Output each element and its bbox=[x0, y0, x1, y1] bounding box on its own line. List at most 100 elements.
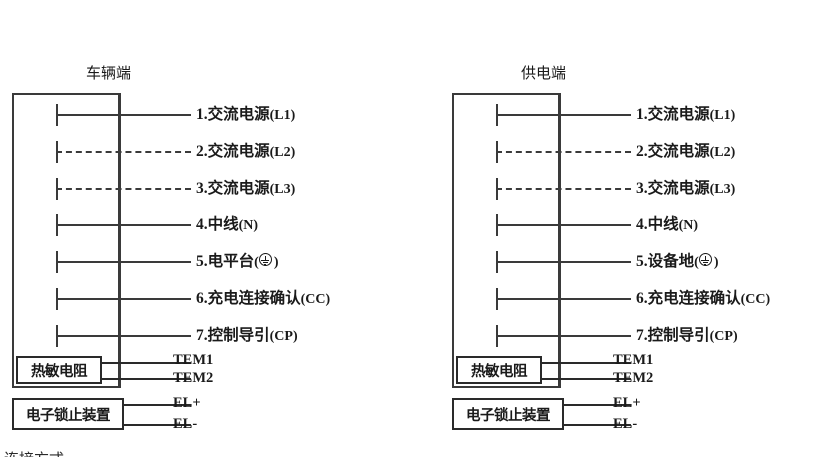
pin-wire bbox=[496, 335, 631, 337]
pin-name: 充电连接确认 bbox=[647, 290, 741, 307]
component-lead bbox=[101, 362, 191, 364]
pin-wire bbox=[56, 335, 191, 337]
pin-suffix: (CP) bbox=[709, 329, 738, 344]
pin-label: 4.中线(N) bbox=[196, 217, 258, 233]
pin-wire bbox=[496, 298, 631, 300]
pin-row bbox=[56, 104, 191, 126]
component-thermistor: 热敏电阻 bbox=[16, 356, 102, 384]
pin-suffix: (CC) bbox=[300, 292, 331, 307]
pin-index: 4. bbox=[196, 216, 208, 233]
pin-row bbox=[496, 288, 631, 310]
terminal-label: TEM2 bbox=[173, 370, 214, 386]
pin-suffix: (L3) bbox=[269, 182, 296, 197]
terminal-label: TEM1 bbox=[173, 352, 214, 368]
component-label: 热敏电阻 bbox=[471, 363, 528, 380]
pin-row bbox=[496, 141, 631, 163]
earth-ground-icon bbox=[698, 253, 714, 268]
pin-name: 中线 bbox=[207, 216, 239, 233]
pin-index: 3. bbox=[636, 180, 648, 197]
pin-label: 4.中线(N) bbox=[636, 217, 698, 233]
pin-suffix: (L3) bbox=[709, 182, 736, 197]
pin-suffix: (L2) bbox=[709, 145, 736, 160]
pin-index: 2. bbox=[636, 143, 648, 160]
pin-row bbox=[56, 325, 191, 347]
component-lead bbox=[541, 362, 631, 364]
terminal-label: EL- bbox=[173, 416, 198, 432]
pin-row bbox=[496, 325, 631, 347]
pin-label: 3.交流电源(L3) bbox=[636, 181, 735, 197]
connector-title-vehicle: 车辆端 bbox=[86, 64, 132, 82]
pin-index: 1. bbox=[196, 106, 208, 123]
pin-index: 4. bbox=[636, 216, 648, 233]
pin-name: 交流电源 bbox=[647, 143, 710, 160]
pin-label: 1.交流电源(L1) bbox=[636, 107, 735, 123]
connector-divider-supply bbox=[559, 93, 561, 388]
pin-name: 交流电源 bbox=[207, 106, 270, 123]
pin-wire bbox=[496, 188, 631, 190]
pin-name: 控制导引 bbox=[647, 327, 710, 344]
pin-suffix: (L2) bbox=[269, 145, 296, 160]
component-lead bbox=[541, 378, 631, 380]
connector-diagram-vehicle: 车辆端 1.交流电源(L1) 2.交流电源(L2) 3.交流电源(L3) bbox=[0, 0, 410, 457]
pin-name: 交流电源 bbox=[207, 143, 270, 160]
connector-diagram-supply: 供电端 1.交流电源(L1) 2.交流电源(L2) 3.交流电源(L3) bbox=[440, 0, 820, 450]
earth-ground-icon bbox=[258, 253, 274, 268]
connector-divider-vehicle bbox=[119, 93, 121, 388]
connector-title-supply: 供电端 bbox=[521, 64, 567, 82]
cropped-caption-fragment: 连接方式 bbox=[4, 448, 64, 457]
pin-name: 中线 bbox=[647, 216, 679, 233]
pin-wire bbox=[56, 188, 191, 190]
pin-label: 5.电平台() bbox=[196, 253, 279, 270]
component-label: 电子锁止装置 bbox=[466, 407, 551, 424]
terminal-label: TEM1 bbox=[613, 352, 654, 368]
pin-index: 7. bbox=[636, 327, 648, 344]
pin-index: 5. bbox=[196, 253, 208, 270]
component-lead bbox=[563, 404, 631, 406]
pin-row bbox=[56, 288, 191, 310]
pin-row bbox=[56, 251, 191, 273]
pin-label: 6.充电连接确认(CC) bbox=[636, 291, 770, 307]
pin-label: 1.交流电源(L1) bbox=[196, 107, 295, 123]
component-lead bbox=[123, 424, 191, 426]
pin-row bbox=[496, 251, 631, 273]
component-electronic-lock: 电子锁止装置 bbox=[12, 398, 124, 430]
component-lead bbox=[563, 424, 631, 426]
component-label: 电子锁止装置 bbox=[26, 407, 111, 424]
pin-name: 交流电源 bbox=[647, 180, 710, 197]
pin-name: 交流电源 bbox=[647, 106, 710, 123]
pin-wire bbox=[56, 151, 191, 153]
pin-suffix: (L1) bbox=[269, 108, 296, 123]
terminal-label: EL- bbox=[613, 416, 638, 432]
pin-name: 充电连接确认 bbox=[207, 290, 301, 307]
pin-index: 6. bbox=[636, 290, 648, 307]
pin-index: 3. bbox=[196, 180, 208, 197]
pin-wire bbox=[496, 114, 631, 116]
pin-index: 6. bbox=[196, 290, 208, 307]
component-lead bbox=[123, 404, 191, 406]
terminal-label: TEM2 bbox=[613, 370, 654, 386]
pin-row bbox=[56, 214, 191, 236]
pin-wire bbox=[496, 151, 631, 153]
pin-row bbox=[496, 214, 631, 236]
pin-index: 7. bbox=[196, 327, 208, 344]
pin-label: 5.设备地() bbox=[636, 253, 719, 270]
terminal-label: EL+ bbox=[613, 395, 641, 411]
pin-wire bbox=[56, 298, 191, 300]
pin-suffix: (CP) bbox=[269, 329, 298, 344]
component-electronic-lock: 电子锁止装置 bbox=[452, 398, 564, 430]
pin-suffix: (N) bbox=[678, 218, 699, 233]
pin-index: 1. bbox=[636, 106, 648, 123]
pin-index: 5. bbox=[636, 253, 648, 270]
pin-wire bbox=[56, 261, 191, 263]
pin-wire bbox=[56, 114, 191, 116]
pin-wire bbox=[496, 224, 631, 226]
pin-name: 控制导引 bbox=[207, 327, 270, 344]
component-lead bbox=[101, 378, 191, 380]
pin-wire bbox=[56, 224, 191, 226]
pin-label: 7.控制导引(CP) bbox=[636, 328, 738, 344]
terminal-label: EL+ bbox=[173, 395, 201, 411]
pin-label: 2.交流电源(L2) bbox=[636, 144, 735, 160]
pin-suffix: (N) bbox=[238, 218, 259, 233]
pin-row bbox=[56, 141, 191, 163]
